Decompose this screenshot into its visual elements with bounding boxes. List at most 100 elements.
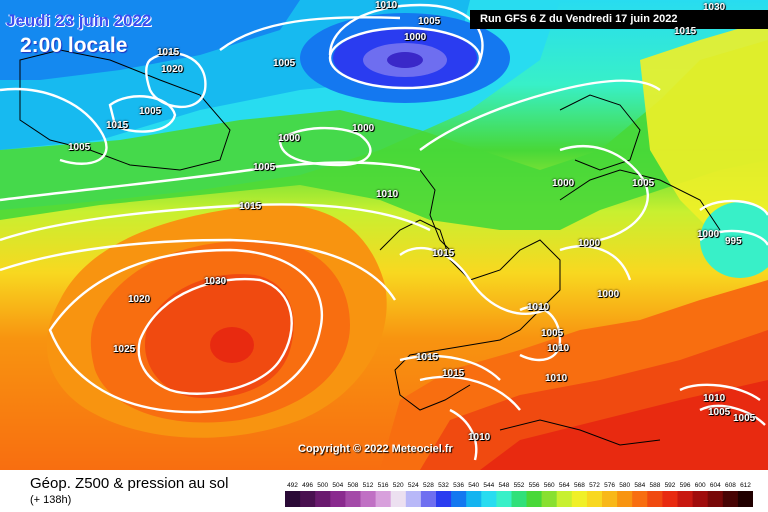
legend-tick: 528 <box>423 482 434 489</box>
isobar-label: 1000 <box>552 178 575 189</box>
legend-tick: 560 <box>544 482 555 489</box>
legend-swatch <box>737 491 753 507</box>
forecast-map <box>0 0 768 470</box>
isobar-label: 1015 <box>239 201 262 212</box>
forecast-step: (+ 138h) <box>30 494 72 506</box>
isobar-label: 1015 <box>674 26 697 37</box>
isobar-label: 1020 <box>161 64 184 75</box>
isobar-label: 1010 <box>468 432 491 443</box>
isobar-label: 1005 <box>632 178 655 189</box>
legend-tick: 584 <box>634 482 645 489</box>
legend-swatch <box>722 491 739 507</box>
legend-swatch <box>541 491 558 507</box>
isobar-label: 1015 <box>106 120 129 131</box>
legend-tick: 532 <box>438 482 449 489</box>
isobar-label: 1000 <box>697 229 720 240</box>
isobar-label: 1010 <box>703 393 726 404</box>
copyright: Copyright © 2022 Meteociel.fr <box>298 443 453 455</box>
legend-swatch <box>405 491 422 507</box>
run-info: Run GFS 6 Z du Vendredi 17 juin 2022 <box>470 10 768 29</box>
legend-tick: 496 <box>302 482 313 489</box>
legend-swatch <box>481 491 497 507</box>
legend-tick: 612 <box>740 482 751 489</box>
legend-tick: 592 <box>665 482 676 489</box>
legend-tick: 524 <box>408 482 419 489</box>
isobar-label: 1015 <box>432 248 455 259</box>
legend-tick: 596 <box>680 482 691 489</box>
legend-tick: 580 <box>619 482 630 489</box>
isobar-label: 1020 <box>128 294 151 305</box>
legend-swatch <box>556 491 573 507</box>
legend-swatch <box>466 491 482 507</box>
isobar-label: 1005 <box>68 142 91 153</box>
isobar-label: 1010 <box>527 302 550 313</box>
legend-swatch <box>602 491 618 507</box>
isobar-label: 995 <box>725 236 742 247</box>
legend-tick: 544 <box>483 482 494 489</box>
legend-swatch <box>662 491 678 507</box>
isobar-label: 1030 <box>703 2 726 13</box>
isobar-label: 1005 <box>541 328 564 339</box>
isobar-label: 1000 <box>597 289 620 300</box>
legend-swatch <box>451 491 467 507</box>
isobar-label: 1005 <box>708 407 731 418</box>
isobar-label: 1015 <box>442 368 465 379</box>
legend-tick: 516 <box>378 482 389 489</box>
isobar-label: 1005 <box>253 162 276 173</box>
legend-tick: 536 <box>453 482 464 489</box>
legend-swatch <box>707 491 724 507</box>
isobars <box>0 3 768 461</box>
isobar-label: 1005 <box>733 413 756 424</box>
legend-tick: 572 <box>589 482 600 489</box>
isobar-label: 1015 <box>157 47 180 58</box>
legend-swatch <box>677 491 694 507</box>
legend-tick: 600 <box>695 482 706 489</box>
legend-swatch <box>496 491 512 507</box>
legend-tick: 504 <box>332 482 343 489</box>
legend-swatch <box>511 491 528 507</box>
legend-swatch <box>375 491 392 507</box>
legend-swatch <box>632 491 648 507</box>
legend-swatch <box>420 491 437 507</box>
legend-swatch <box>617 491 633 507</box>
legend-tick: 492 <box>287 482 298 489</box>
legend-tick: 576 <box>604 482 615 489</box>
legend-swatch <box>330 491 346 507</box>
legend-tick: 564 <box>559 482 570 489</box>
legend-swatch <box>315 491 331 507</box>
isobar-label: 1015 <box>416 352 439 363</box>
legend-tick: 604 <box>710 482 721 489</box>
legend-tick: 520 <box>393 482 404 489</box>
isobar-label: 1025 <box>113 344 136 355</box>
isobar-label: 1030 <box>204 276 227 287</box>
legend-swatch <box>345 491 361 507</box>
legend-swatch <box>647 491 663 507</box>
legend-swatch <box>586 491 603 507</box>
legend-swatch <box>436 491 452 507</box>
legend-swatch <box>285 491 301 507</box>
forecast-time: 2:00 locale <box>20 34 128 57</box>
legend-tick: 588 <box>649 482 660 489</box>
isobar-label: 1005 <box>418 16 441 27</box>
legend-swatch <box>300 491 316 507</box>
legend-tick: 568 <box>574 482 585 489</box>
legend-tick: 556 <box>529 482 540 489</box>
legend-swatch <box>571 491 588 507</box>
isobar-label: 1010 <box>547 343 570 354</box>
legend-swatch <box>390 491 407 507</box>
isobar-label: 1000 <box>278 133 301 144</box>
legend-tick: 552 <box>514 482 525 489</box>
map-parameter-title: Géop. Z500 & pression au sol <box>30 475 229 492</box>
legend-tick: 512 <box>363 482 374 489</box>
legend-swatch <box>526 491 543 507</box>
legend-tick: 508 <box>347 482 358 489</box>
isobar-label: 1000 <box>578 238 601 249</box>
isobar-label: 1005 <box>139 106 162 117</box>
isobar-label: 1010 <box>375 0 398 11</box>
isobar-label: 1010 <box>545 373 568 384</box>
isobar-label: 1000 <box>404 32 427 43</box>
legend-swatch <box>692 491 709 507</box>
legend-tick: 548 <box>498 482 509 489</box>
legend-tick: 540 <box>468 482 479 489</box>
legend-swatch <box>360 491 377 507</box>
